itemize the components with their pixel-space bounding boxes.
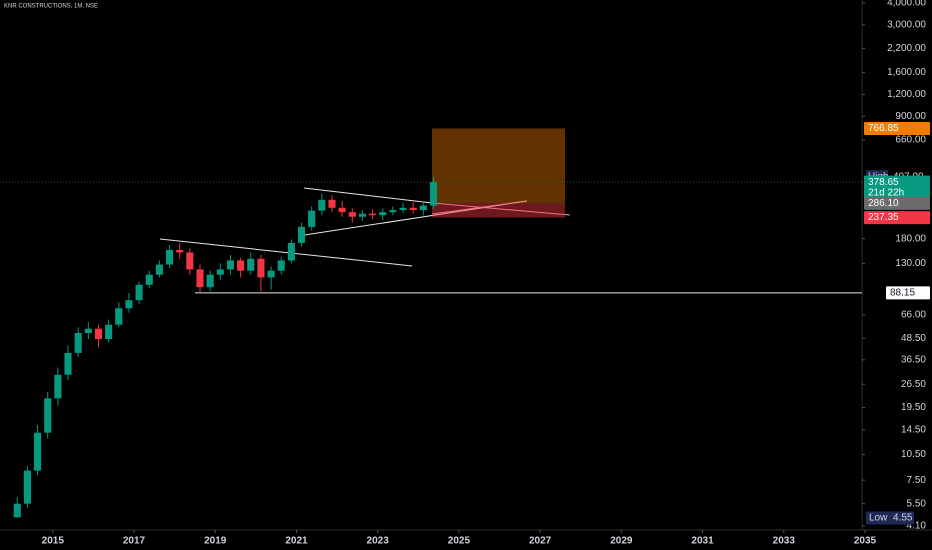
y-tick-label: 180.00	[895, 233, 926, 244]
y-tick-label: 3,000.00	[887, 19, 926, 30]
x-tick-label: 2015	[42, 536, 65, 547]
x-tick-label: 2023	[367, 536, 390, 547]
entry-tag-bg	[864, 196, 930, 210]
candle-body	[297, 226, 306, 243]
candle-body	[429, 182, 438, 206]
trend-lines	[159, 187, 571, 267]
candle-body	[44, 398, 52, 433]
candle-body	[165, 249, 174, 265]
trend-line	[159, 238, 413, 267]
chart-title: KNR CONSTRUCTIONS, 1M, NSE	[4, 4, 98, 10]
x-tick-label: 2025	[448, 536, 471, 547]
candle-body	[338, 207, 346, 213]
candle-body	[64, 352, 72, 375]
candle-body	[419, 205, 427, 211]
x-tick-label: 2035	[854, 536, 877, 547]
y-tick-label: 1,200.00	[887, 89, 926, 100]
candle-body	[94, 328, 103, 340]
candle-body	[145, 274, 153, 285]
level-tag-bg	[886, 286, 930, 300]
candle-body	[186, 252, 194, 270]
trend-line	[431, 200, 528, 215]
last-price-bg	[864, 175, 930, 200]
candle-body	[84, 328, 92, 333]
candle-body	[369, 213, 377, 216]
y-tick-label: 5.50	[907, 498, 927, 509]
candle-body	[155, 264, 163, 275]
candle-body	[348, 212, 356, 217]
candle-body	[226, 260, 235, 270]
candle-body	[409, 207, 417, 211]
x-tick-label: 2031	[691, 536, 714, 547]
candle-body	[216, 269, 224, 275]
candle-body	[287, 242, 295, 261]
x-tick-label: 2019	[204, 536, 227, 547]
y-tick-label: 36.50	[901, 355, 926, 366]
candle-body	[135, 284, 143, 301]
y-tick-label: 900.00	[895, 111, 926, 122]
candle-body	[247, 258, 255, 271]
y-tick-label: 66.00	[901, 309, 926, 320]
low-tag: 4.55	[893, 513, 913, 524]
candle-body	[54, 374, 62, 399]
y-tick-label: 19.50	[901, 402, 926, 413]
y-tick-label: 1,600.00	[887, 67, 926, 78]
target-zone	[432, 128, 565, 204]
candle-body	[358, 213, 366, 217]
countdown: 21d 22h	[868, 188, 904, 199]
candle-body	[318, 199, 326, 211]
y-tick-label: 2,200.00	[887, 43, 926, 54]
y-tick-label: 26.50	[901, 379, 926, 390]
stop-tag-bg	[864, 211, 930, 225]
y-tick-label: 14.50	[901, 425, 926, 436]
candle-body	[176, 249, 184, 253]
trend-line	[431, 202, 571, 216]
candle-body	[308, 210, 316, 227]
entry-tag: 286.10	[868, 198, 899, 209]
candle-body	[257, 258, 265, 278]
stop-zone	[432, 203, 565, 218]
x-tick-label: 2021	[285, 536, 308, 547]
trend-line	[297, 200, 528, 237]
candle-body	[237, 260, 245, 271]
y-tick-label: 10.50	[901, 449, 926, 460]
candle-body	[379, 212, 387, 216]
y-tick-label: 7.50	[907, 475, 927, 486]
y-tick-label: 4.10	[907, 521, 927, 532]
y-tick-label: 4,000.00	[887, 0, 926, 9]
stop-tag: 237.35	[868, 212, 899, 223]
y-tick-label: 130.00	[895, 258, 926, 269]
candle-body	[399, 207, 407, 211]
x-tick-label: 2017	[123, 536, 146, 547]
candle-body	[196, 269, 204, 288]
trend-line	[303, 187, 433, 204]
candle-body	[105, 324, 113, 340]
y-tick-label: 660.00	[895, 135, 926, 146]
candle-body	[23, 470, 31, 504]
candle-body	[267, 270, 275, 278]
x-tick-label: 2027	[529, 536, 552, 547]
level-tag: 88.15	[890, 288, 915, 299]
candle-body	[13, 503, 21, 518]
x-tick-label: 2033	[773, 536, 796, 547]
y-tick-label: 48.50	[901, 333, 926, 344]
target-tag: 766.85	[868, 123, 899, 134]
candle-body	[206, 274, 214, 288]
candle-body	[74, 332, 82, 353]
target-tag-bg	[864, 121, 930, 135]
x-tick-label: 2029	[610, 536, 633, 547]
candle-body	[34, 432, 42, 471]
low-tag-bg	[866, 511, 914, 525]
candle-body	[389, 210, 397, 213]
candle-body	[277, 260, 285, 271]
low-tag-name: Low	[869, 513, 888, 524]
candle-body	[328, 199, 336, 208]
last-price: 378.65	[868, 177, 899, 188]
candle-body	[115, 308, 123, 325]
candle-body	[125, 300, 133, 309]
